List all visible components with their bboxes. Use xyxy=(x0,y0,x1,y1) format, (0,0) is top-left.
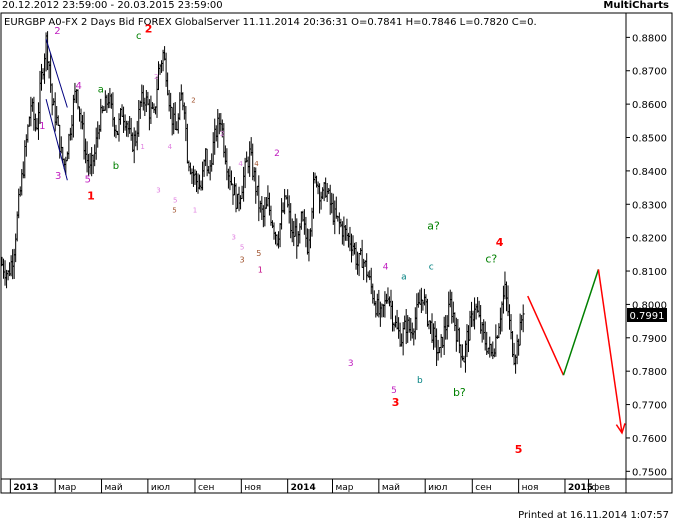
wave-label: 3 xyxy=(392,396,400,409)
wave-label: b xyxy=(417,376,423,386)
wave-label: 4 xyxy=(76,81,82,92)
price-tick-label: 0.7800 xyxy=(632,367,667,378)
wave-label: 3 xyxy=(55,171,61,182)
trend-line xyxy=(45,38,68,108)
wave-label: b? xyxy=(453,386,466,399)
price-axis: 0.8800 0.8700 0.8600 0.8500 0.8400 0.8300 0.82… xyxy=(626,33,667,478)
price-tick-label: 0.8400 xyxy=(632,167,667,178)
date-range: 20.12.2012 23:59:00 - 20.03.2015 23:59:0… xyxy=(2,0,223,11)
time-axis: 2013 мар май июл сен ноя 2014 мар май июл сен ноя 20… xyxy=(9,479,611,493)
price-tick-label: 0.8000 xyxy=(632,300,667,311)
time-tick-label: 2015 xyxy=(568,483,593,493)
projection-line xyxy=(562,269,600,376)
projection-line xyxy=(597,269,623,434)
wave-label: 4 xyxy=(238,160,243,168)
wave-label: 3 xyxy=(240,256,245,265)
wave-label: b xyxy=(113,161,119,172)
price-tick-label: 0.7700 xyxy=(632,401,667,412)
time-tick-label: 2014 xyxy=(291,483,316,493)
time-tick-label: ноя xyxy=(244,483,261,493)
price-tick-label: 0.8100 xyxy=(632,267,667,278)
wave-label: 1 xyxy=(140,143,144,151)
wave-label: c xyxy=(136,31,142,42)
wave-label: 4 xyxy=(496,236,504,249)
wave-label: 4 xyxy=(383,262,389,272)
wave-label: 2 xyxy=(191,96,195,104)
wave-label: 1 xyxy=(258,266,263,275)
outer-frame xyxy=(0,12,673,494)
time-tick-label: сен xyxy=(475,483,491,493)
wave-label: a xyxy=(98,84,104,95)
wave-label: c xyxy=(429,262,434,272)
wave-label: 5 xyxy=(240,243,244,251)
wave-label: 5 xyxy=(173,197,177,205)
time-tick-label: мар xyxy=(335,483,353,493)
wave-label: 3 xyxy=(348,359,354,369)
wave-label: 5 xyxy=(85,175,91,186)
time-tick-label: фев xyxy=(592,483,611,493)
wave-label: 5 xyxy=(256,249,261,258)
wave-label: 4 xyxy=(254,160,259,168)
printed-stamp: Printed at 16.11.2014 1:07:57 xyxy=(518,510,669,521)
last-price-marker: 0.7991 xyxy=(627,308,667,322)
time-tick-label: май xyxy=(105,483,123,493)
last-price-box xyxy=(627,308,667,322)
price-tick-label: 0.7900 xyxy=(632,334,667,345)
time-tick-label: май xyxy=(382,483,400,493)
trend-line xyxy=(45,98,68,181)
brand-label: MultiCharts xyxy=(603,0,669,11)
wave-label: 4 xyxy=(168,143,173,151)
chart-title: EURGBP A0-FX 2 Days Bid FOREX GlobalServ… xyxy=(4,17,537,28)
time-tick-label: мар xyxy=(58,483,76,493)
price-tick-label: 0.8300 xyxy=(632,200,667,211)
wave-label: 2 xyxy=(145,22,153,35)
price-tick-label: 0.8200 xyxy=(632,234,667,245)
time-tick-label: июл xyxy=(428,483,447,493)
time-tick-label: июл xyxy=(151,483,170,493)
top-bar: 20.12.2012 23:59:00 - 20.03.2015 23:59:0… xyxy=(0,0,673,12)
price-tick-label: 0.8500 xyxy=(632,134,667,145)
wave-lines xyxy=(45,38,626,435)
wave-label: 1 xyxy=(193,207,197,215)
wave-label: 2 xyxy=(274,149,280,159)
last-price-label: 0.7991 xyxy=(630,311,665,322)
wave-label: 5 xyxy=(515,443,523,456)
wave-label: c? xyxy=(485,253,497,266)
projection-line xyxy=(527,295,565,376)
time-tick-label: ноя xyxy=(522,483,539,493)
time-tick-label: сен xyxy=(198,483,214,493)
wave-label: 1 xyxy=(87,189,95,202)
wave-label: 2 xyxy=(220,130,224,138)
wave-label: 1 xyxy=(39,121,45,132)
wave-label: a xyxy=(401,272,407,282)
price-bars xyxy=(0,31,525,374)
wave-label: 5 xyxy=(391,386,397,396)
wave-label: 3 xyxy=(231,233,235,241)
price-tick-label: 0.7500 xyxy=(632,467,667,478)
wave-label: 2 xyxy=(54,26,60,37)
price-tick-label: 0.8600 xyxy=(632,100,667,111)
projection-arrowhead xyxy=(615,423,626,435)
wave-label: 5 xyxy=(172,207,176,215)
time-tick-label: 2013 xyxy=(13,483,38,493)
wave-label: 3 xyxy=(156,187,160,195)
wave-label: a? xyxy=(427,219,440,232)
price-tick-label: 0.8700 xyxy=(632,67,667,78)
price-tick-label: 0.8800 xyxy=(632,33,667,44)
wave-label: 2 xyxy=(154,73,158,81)
price-tick-label: 0.7600 xyxy=(632,434,667,445)
